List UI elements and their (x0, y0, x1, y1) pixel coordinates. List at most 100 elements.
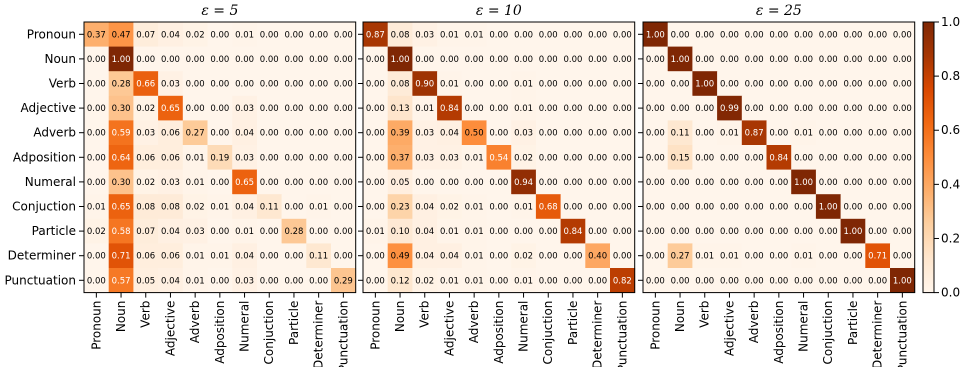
cell-value-label: 0.00 (514, 30, 533, 40)
row-label: Adjective (21, 101, 76, 115)
cell-value-label: 0.00 (695, 30, 714, 40)
column-label: Particle (566, 301, 580, 345)
heatmap-cell (182, 145, 208, 170)
cell-value-label: 0.11 (260, 203, 279, 213)
heatmap-cell (158, 120, 184, 146)
row-label: Conjuction (12, 200, 76, 214)
cell-value-label: 0.00 (588, 203, 607, 213)
cell-value-label: 0.87 (745, 129, 764, 139)
heatmap-cell (815, 194, 841, 220)
heatmap-cell (890, 268, 916, 293)
cell-value-label: 0.00 (539, 153, 558, 163)
heatmap-cell (692, 71, 718, 97)
heatmap-cell (667, 95, 693, 121)
heatmap-cell (412, 22, 438, 47)
cell-value-label: 0.47 (112, 30, 131, 40)
heatmap-cell (331, 120, 357, 146)
cell-value-label: 0.00 (843, 276, 862, 286)
heatmap-panel: ε = 10 0.87 0.08 0.03 0.01 0.01 0.00 0.00 0.00 0.… (358, 3, 636, 367)
cell-value-label: 0.00 (210, 276, 229, 286)
heatmap-cell (182, 46, 208, 72)
cell-value-label: 0.00 (868, 203, 887, 213)
heatmap-cell (412, 243, 438, 269)
row-label: Noun (44, 52, 76, 66)
cell-value-label: 0.00 (745, 153, 764, 163)
heatmap-cell (108, 145, 134, 170)
heatmap-cell (182, 218, 208, 244)
cell-value-label: 0.01 (366, 227, 385, 237)
cell-value-label: 0.01 (210, 252, 229, 262)
cell-value-label: 0.00 (868, 30, 887, 40)
cell-value-label: 0.00 (563, 153, 582, 163)
cell-value-label: 0.01 (235, 30, 254, 40)
heatmap-cell (865, 268, 891, 293)
heatmap-cell (133, 22, 159, 47)
cell-value-label: 0.00 (794, 55, 813, 65)
heatmap-cell (717, 194, 743, 220)
cell-value-label: 0.68 (539, 203, 558, 213)
column-label: Pronoun (368, 301, 382, 350)
heatmap-cell (486, 268, 512, 293)
heatmap-cell (133, 169, 159, 195)
column-label: Determiner (871, 301, 885, 367)
cell-value-label: 0.00 (893, 55, 912, 65)
cell-value-label: 0.00 (819, 178, 838, 188)
heatmap-cell (511, 194, 537, 220)
heatmap-cell (865, 194, 891, 220)
heatmap-cell (256, 268, 282, 293)
cell-value-label: 0.06 (136, 153, 155, 163)
heatmap-cell (667, 268, 693, 293)
heatmap-cell (766, 243, 792, 269)
cell-value-label: 0.03 (161, 80, 180, 90)
cell-value-label: 0.00 (769, 276, 788, 286)
cell-value-label: 0.00 (235, 80, 254, 90)
cell-value-label: 0.00 (563, 178, 582, 188)
heatmap-cell (133, 71, 159, 97)
row-label: Verb (49, 77, 76, 91)
heatmap-cell (741, 71, 767, 97)
cell-value-label: 0.01 (186, 276, 205, 286)
cell-value-label: 0.00 (794, 153, 813, 163)
heatmap-cell (643, 95, 669, 121)
heatmap-cell (692, 22, 718, 47)
heatmap-cell (791, 95, 817, 121)
heatmap-cell (840, 169, 866, 195)
cell-value-label: 0.00 (334, 104, 353, 114)
cell-value-label: 0.11 (309, 252, 328, 262)
cell-value-label: 0.00 (695, 276, 714, 286)
heatmap-cell (437, 71, 463, 97)
row-label: Numeral (25, 175, 76, 189)
cell-value-label: 0.00 (260, 252, 279, 262)
colorbar: 0.0 0.2 0.4 0.6 0.8 1.0 (922, 15, 960, 300)
cell-value-label: 1.00 (671, 55, 690, 65)
cell-value-label: 0.03 (235, 276, 254, 286)
column-label: Pronoun (648, 301, 662, 350)
cell-value-label: 0.00 (334, 30, 353, 40)
heatmap-cell (840, 243, 866, 269)
heatmap-cell (256, 71, 282, 97)
cell-value-label: 0.00 (819, 252, 838, 262)
heatmap-cell (412, 268, 438, 293)
heatmap-cell (306, 194, 332, 220)
heatmap-cell (281, 145, 307, 170)
colorbar-tick-label: 1.0 (941, 15, 960, 29)
heatmap-cell (815, 145, 841, 170)
heatmap-cell (461, 22, 487, 47)
column-label: Noun (114, 301, 128, 333)
heatmap-cell (741, 268, 767, 293)
heatmap-cell (207, 218, 233, 244)
heatmap-cell (766, 120, 792, 146)
heatmap-cell (585, 95, 611, 121)
cell-value-label: 0.00 (695, 178, 714, 188)
cell-value-label: 0.00 (309, 227, 328, 237)
heatmap-cell (207, 268, 233, 293)
heatmap-cell (643, 268, 669, 293)
cell-value-label: 0.13 (391, 104, 410, 114)
cell-value-label: 0.00 (613, 203, 632, 213)
heatmap-cell (486, 46, 512, 72)
heatmap-cell (133, 243, 159, 269)
heatmap-cell (437, 218, 463, 244)
cell-value-label: 0.00 (366, 104, 385, 114)
heatmap-cell (108, 169, 134, 195)
heatmap-cell (84, 169, 110, 195)
